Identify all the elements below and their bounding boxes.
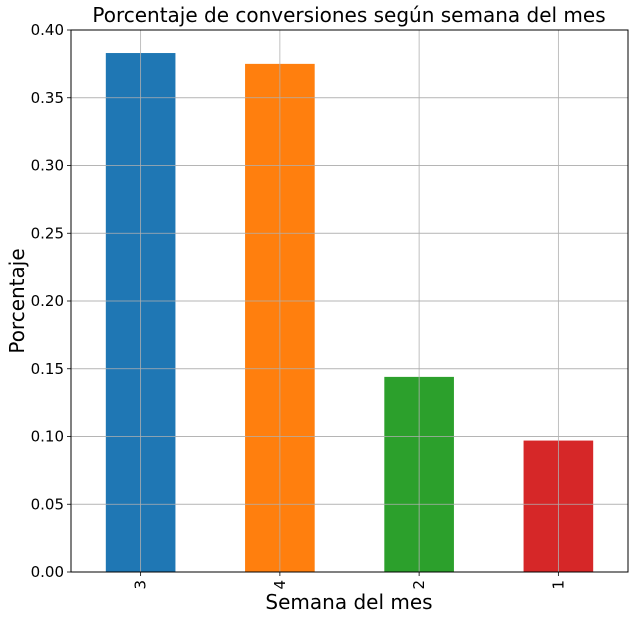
y-tick-label: 0.05 (31, 495, 64, 513)
y-tick-label: 0.40 (31, 21, 64, 39)
y-axis-label: Porcentaje (5, 248, 29, 353)
y-tick-label: 0.20 (31, 292, 64, 310)
x-tick-label: 3 (132, 580, 150, 590)
bars (105, 53, 594, 573)
y-tick-label: 0.35 (31, 89, 64, 107)
x-tick-label: 2 (410, 580, 428, 590)
x-tick-label: 1 (549, 580, 567, 590)
y-tick-label: 0.10 (31, 428, 64, 446)
axes: 0.00 0.05 0.10 0.15 0.20 0.25 0.30 0.35 0.40 3 4 2 1 (31, 21, 628, 590)
y-tick-label: 0.15 (31, 360, 64, 378)
y-tick-label: 0.00 (31, 563, 64, 581)
y-tick-label: 0.30 (31, 157, 64, 175)
x-axis-label: Semana del mes (265, 590, 432, 614)
y-tick-label: 0.25 (31, 224, 64, 242)
x-tick-label: 4 (271, 580, 289, 590)
plot-frame (70, 29, 629, 573)
chart-title: Porcentaje de conversiones según semana … (92, 3, 605, 27)
